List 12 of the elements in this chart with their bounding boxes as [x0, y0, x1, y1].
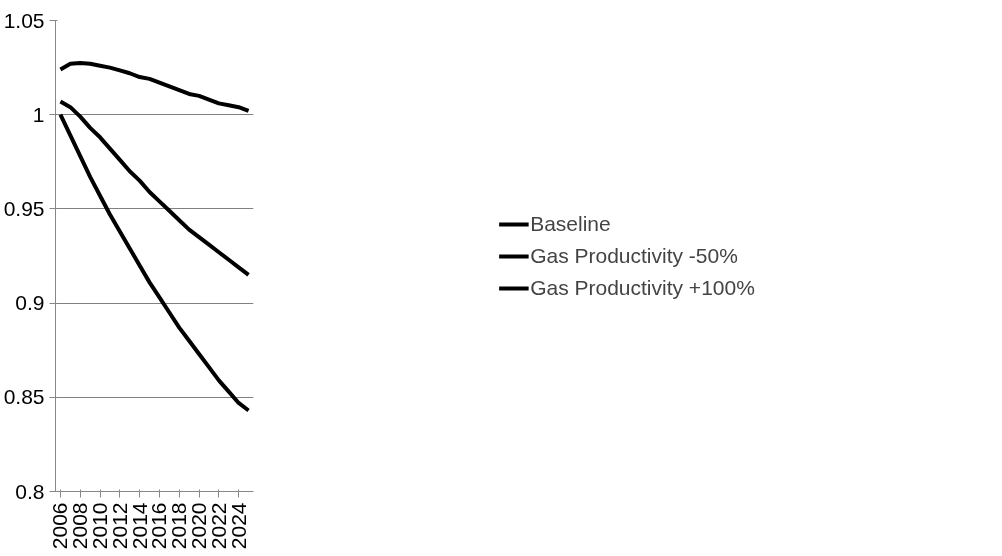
y-tick-label: 0.85	[3, 385, 45, 409]
y-tick-label: 0.8	[15, 479, 45, 503]
line-series	[58, 99, 251, 277]
legend-label: Baseline	[530, 211, 611, 236]
y-tick-label: 0.95	[3, 196, 45, 220]
y-tick-label: 0.9	[15, 291, 45, 315]
legend-label: Gas Productivity +100%	[530, 275, 755, 300]
legend-label: Gas Productivity -50%	[530, 243, 738, 268]
line-series	[58, 60, 251, 113]
y-tick-label: 1	[32, 102, 45, 126]
line-series	[58, 112, 251, 413]
y-tick-label: 1.05	[3, 8, 45, 32]
